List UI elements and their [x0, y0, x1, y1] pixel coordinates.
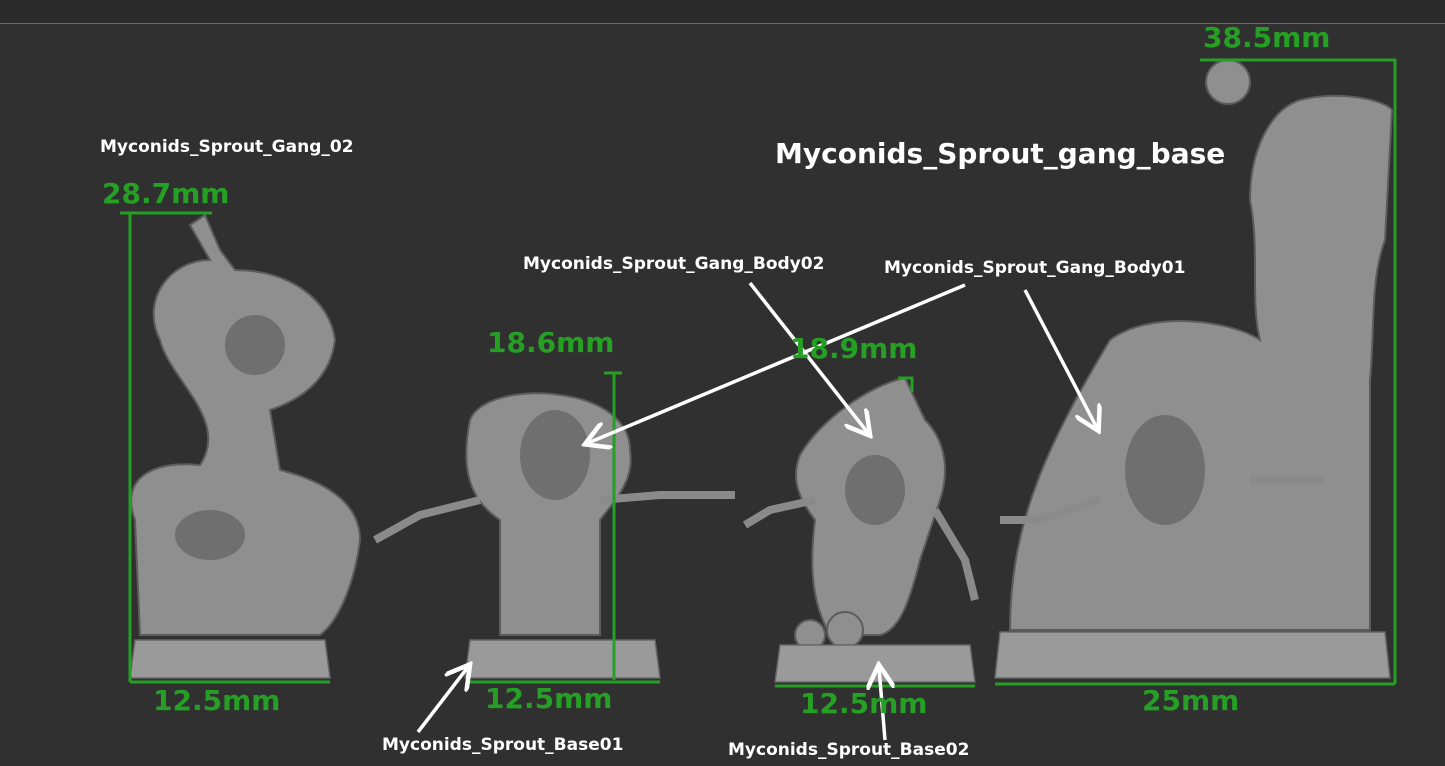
arrow-body01-left [588, 283, 966, 443]
figure-gang-base [994, 59, 1394, 679]
figure-body02-base01 [373, 392, 735, 679]
dim-fig4-height: 38.5mm [1203, 21, 1330, 54]
dim-fig3-width: 12.5mm [800, 687, 927, 720]
label-body02: Myconids_Sprout_Gang_Body02 [523, 254, 824, 274]
arrow-body01-right [1023, 289, 1097, 428]
arrow-base02 [879, 668, 885, 741]
arrow-base01 [416, 667, 468, 734]
label-base02: Myconids_Sprout_Base02 [728, 740, 969, 760]
dim-fig2-width: 12.5mm [485, 682, 612, 715]
figure-body01-base02 [742, 376, 979, 683]
label-base01: Myconids_Sprout_Base01 [382, 735, 623, 755]
dim-fig4-width: 25mm [1142, 684, 1239, 717]
dim-fig1-width: 12.5mm [153, 684, 280, 717]
dim-fig3-height: 18.9mm [790, 332, 917, 365]
dim-fig1-height: 28.7mm [102, 177, 229, 210]
top-bar [0, 0, 1445, 24]
dim-fig2-height: 18.6mm [487, 326, 614, 359]
dimension-lines [120, 58, 1397, 688]
figure-gang-02 [129, 213, 362, 679]
label-body01: Myconids_Sprout_Gang_Body01 [884, 258, 1185, 278]
arrow-body02 [748, 281, 868, 433]
label-gang-02: Myconids_Sprout_Gang_02 [100, 137, 354, 157]
label-gang-base: Myconids_Sprout_gang_base [775, 137, 1225, 170]
